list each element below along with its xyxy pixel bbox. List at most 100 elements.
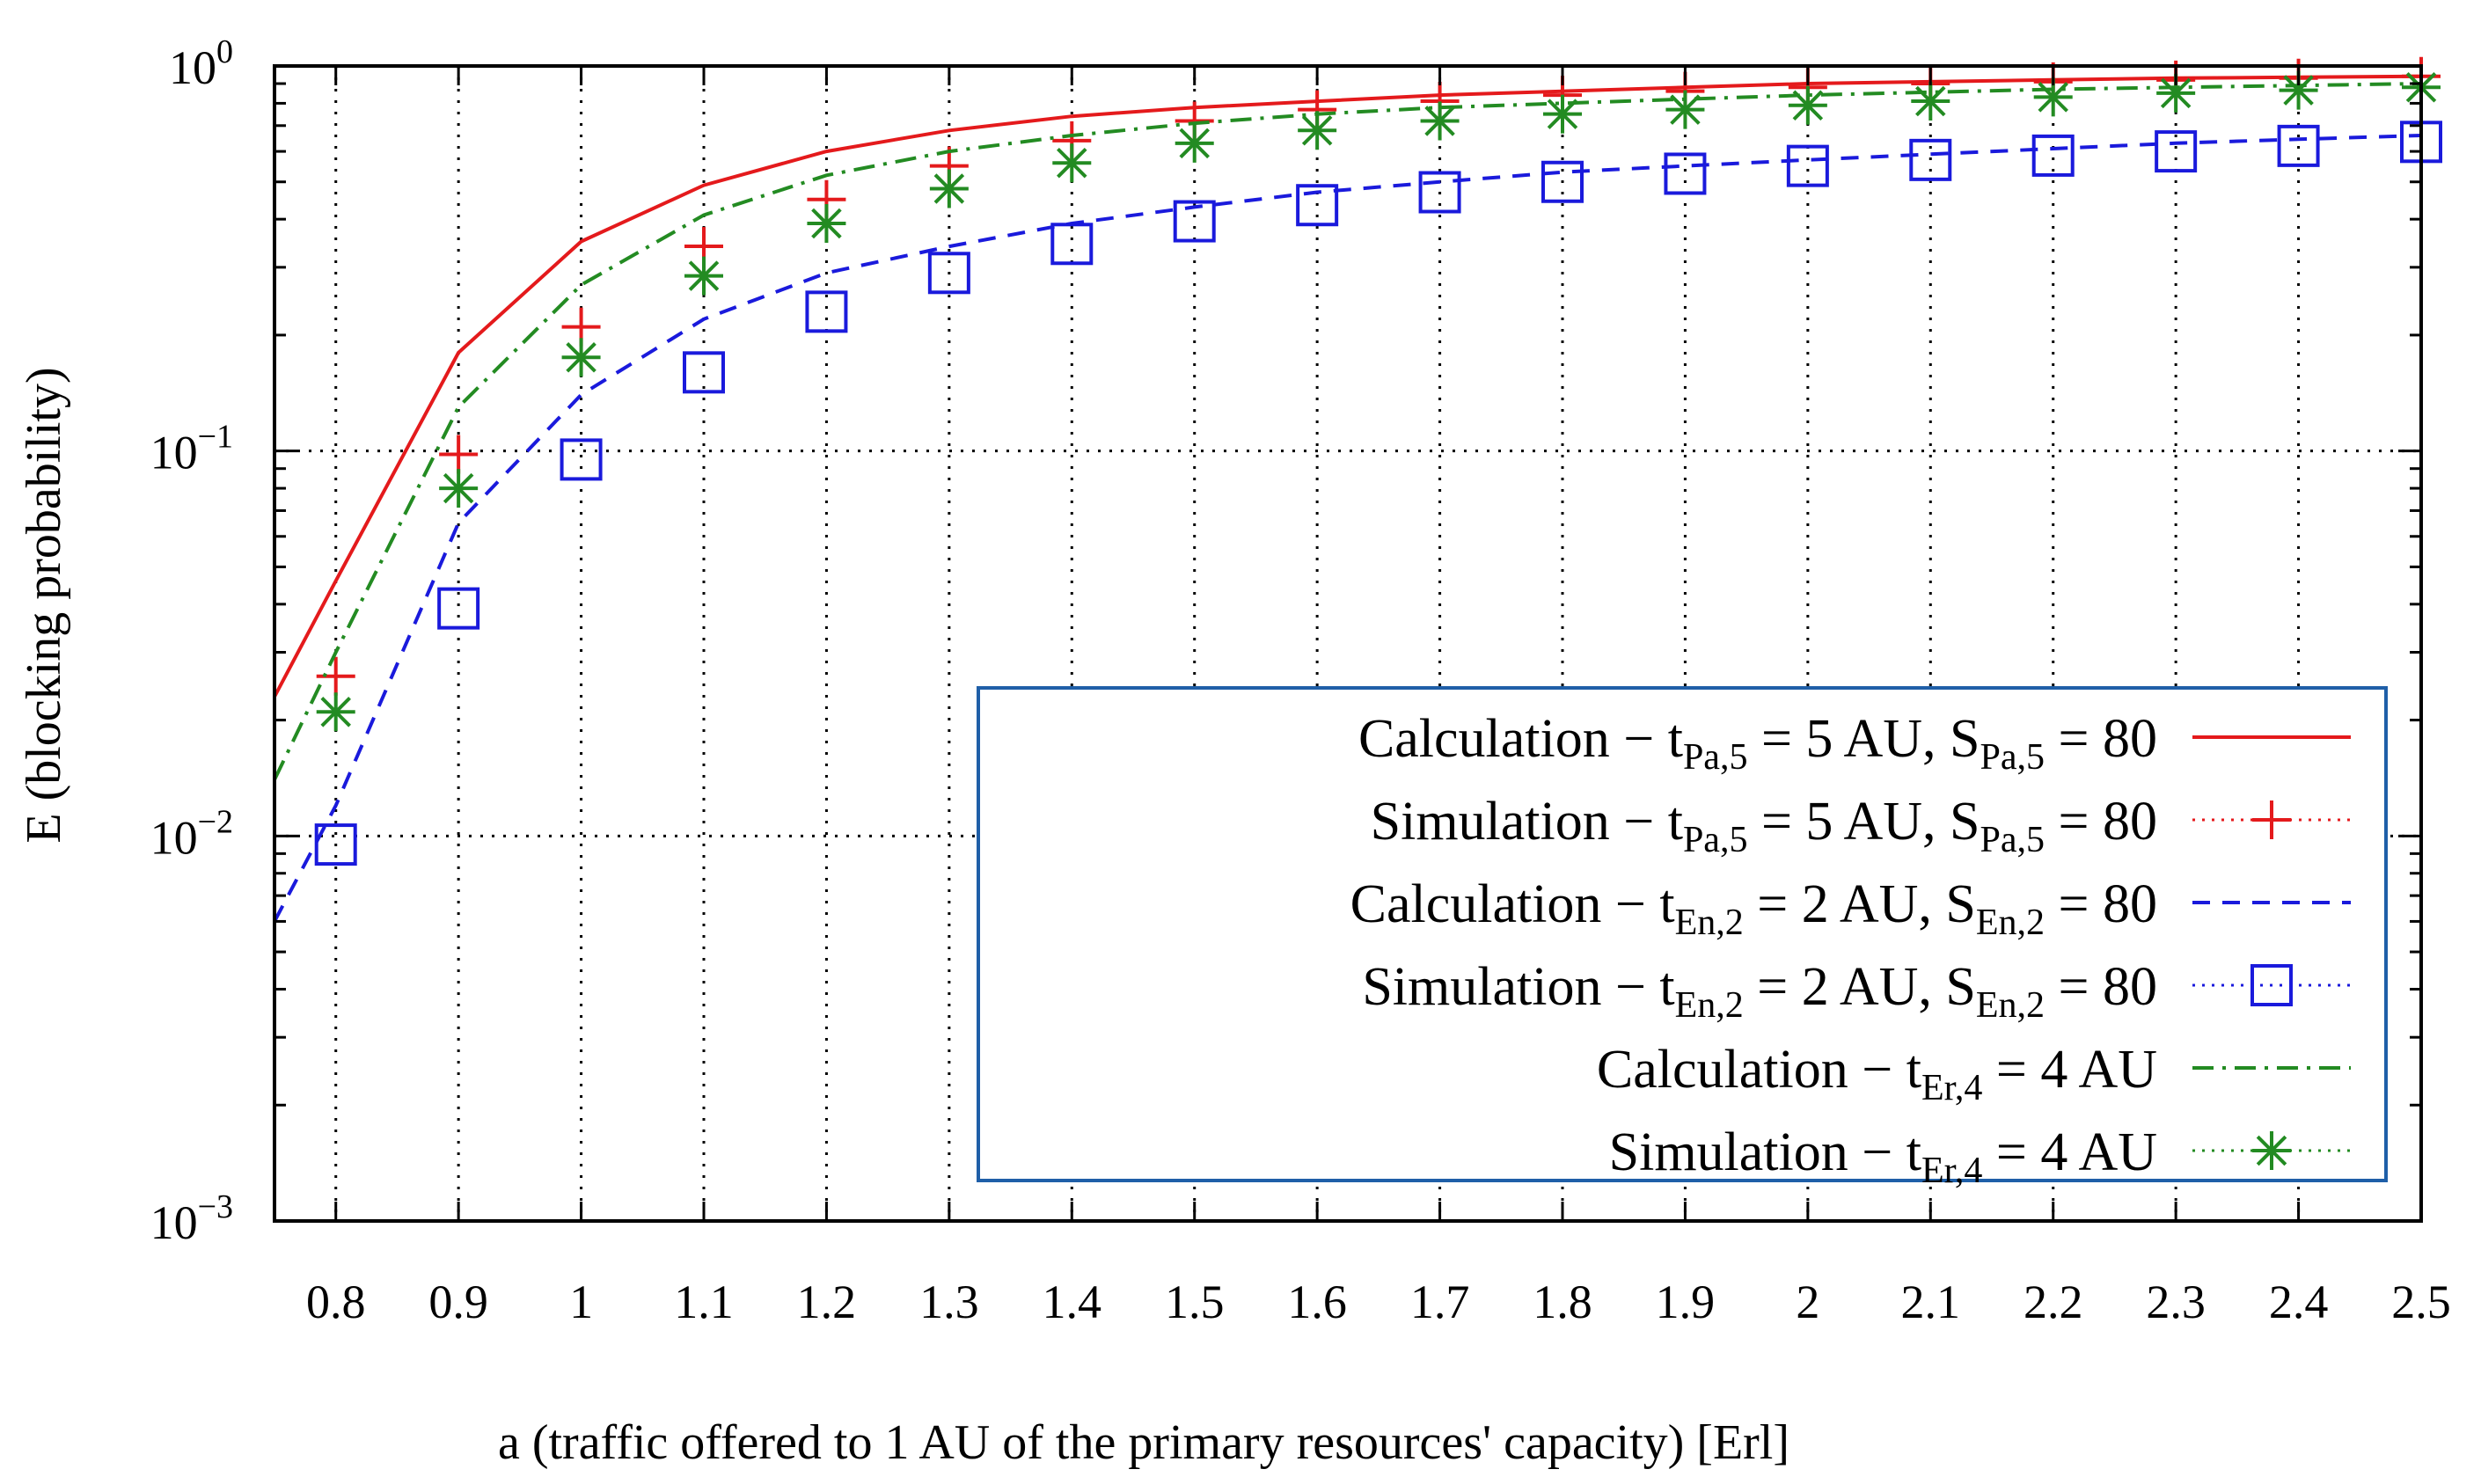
x-axis-label: a (traffic offered to 1 AU of the primar… [498,1415,1789,1470]
star-marker-d2 [320,697,351,727]
star-marker-d2 [811,208,842,239]
square-marker [560,438,603,481]
square-marker [1541,160,1584,203]
x-tick-label: 1 [569,1276,593,1328]
square-marker [927,252,970,295]
square-marker [437,587,480,630]
data-point [683,351,725,394]
square-marker [1050,223,1094,266]
series-4 [314,121,2442,866]
x-tick-label: 1.3 [919,1276,979,1328]
data-point [2277,124,2320,167]
x-tick-label: 2.1 [1901,1276,1961,1328]
y-tick-label: 10−3 [150,1188,233,1249]
x-tick-label: 0.8 [306,1276,366,1328]
star-marker-d2 [933,173,965,204]
x-tick-label: 0.9 [428,1276,488,1328]
legend-entry: Calculation − tPa,5 = 5 AU, SPa,5 = 80 [1358,709,2351,778]
square-marker [1786,144,1829,187]
x-tick-label: 2.5 [2391,1276,2451,1328]
star-marker-d2 [1424,106,1455,136]
legend-entry: Calculation − tEn,2 = 2 AU, SEn,2 = 80 [1350,874,2351,943]
star-marker-d2 [2283,75,2314,106]
data-point [2155,130,2198,173]
square-marker [2250,964,2293,1006]
data-point [560,438,603,481]
legend-entry: Simulation − tEr,4 = 4 AU [1609,1122,2351,1191]
x-tick-label: 2.3 [2146,1276,2206,1328]
x-tick-label: 1.5 [1165,1276,1225,1328]
y-tick-label: 10−2 [150,803,233,864]
data-point [316,656,355,696]
data-point [927,252,970,295]
data-point [1050,223,1094,266]
star-marker-d2 [2256,1135,2287,1166]
legend-entry: Simulation − tPa,5 = 5 AU, SPa,5 = 80 [1371,792,2351,860]
series-line [273,134,2422,923]
data-point [1788,85,1827,125]
x-tick-label: 2 [1796,1276,1819,1328]
data-point [316,692,355,732]
star-marker-d2 [566,342,596,373]
x-tick-label: 1.9 [1656,1276,1716,1328]
star-marker-d2 [1179,128,1210,159]
x-tick-label: 1.4 [1043,1276,1102,1328]
data-point [1173,200,1216,243]
square-marker [1909,138,1952,181]
square-marker [1296,184,1339,227]
x-tick-label: 1.6 [1287,1276,1347,1328]
legend-entry: Calculation − tEr,4 = 4 AU [1597,1040,2351,1108]
star-marker-d2 [688,260,720,291]
y-tick-label: 10−1 [150,419,233,479]
data-point [805,290,848,333]
data-point [1541,160,1584,203]
square-marker [1418,171,1461,214]
square-marker [805,290,848,333]
data-point [2252,800,2291,839]
data-point [807,203,846,243]
x-tick-label: 2.4 [2269,1276,2329,1328]
series-3 [273,134,2422,923]
data-point [1420,101,1460,141]
y-axis-label: E (blocking probability) [17,367,71,843]
data-point [439,435,479,474]
x-tick-label: 2.2 [2024,1276,2083,1328]
square-marker [1173,200,1216,243]
x-tick-label: 1.7 [1410,1276,1470,1328]
data-point [439,469,479,508]
x-tick-label: 1.8 [1533,1276,1592,1328]
data-point [1052,143,1092,183]
data-point [2250,964,2293,1006]
data-point [1664,152,1707,195]
data-point [1665,90,1705,129]
star-marker-d2 [1915,85,1946,117]
star-marker-d2 [1057,147,1087,179]
data-point [2033,77,2073,117]
legend-label: Simulation − tEr,4 = 4 AU [1609,1122,2157,1191]
star-marker-d2 [443,472,474,504]
axis-ticks [274,64,2423,1223]
legend-label: Simulation − tPa,5 = 5 AU, SPa,5 = 80 [1371,792,2157,860]
data-point [1911,82,1950,121]
y-tick-label: 100 [169,33,233,94]
star-marker-d2 [1301,115,1333,146]
square-marker [683,351,725,394]
legend-entry: Simulation − tEn,2 = 2 AU, SEn,2 = 80 [1362,957,2351,1026]
star-marker-d2 [1792,90,1824,121]
series-2 [316,56,2441,696]
data-point [314,823,357,866]
legend-label: Simulation − tEn,2 = 2 AU, SEn,2 = 80 [1362,957,2157,1026]
data-point [1543,94,1582,134]
data-point [437,587,480,630]
plot-frame [273,64,2423,1223]
square-marker [2277,124,2320,167]
legend-label: Calculation − tPa,5 = 5 AU, SPa,5 = 80 [1358,709,2157,778]
data-point [1909,138,1952,181]
legend: Calculation − tPa,5 = 5 AU, SPa,5 = 80 Si… [977,686,2388,1191]
x-tick-labels: 0.8 0.9 1 1.1 1.2 1.3 1.4 1.5 1.6 1.7 1.8 1.9 2 2.1 2.… [306,1276,2451,1328]
square-marker [314,823,357,866]
data-point [1175,123,1214,163]
legend-label: Calculation − tEr,4 = 4 AU [1597,1040,2157,1108]
data-point [684,256,723,296]
